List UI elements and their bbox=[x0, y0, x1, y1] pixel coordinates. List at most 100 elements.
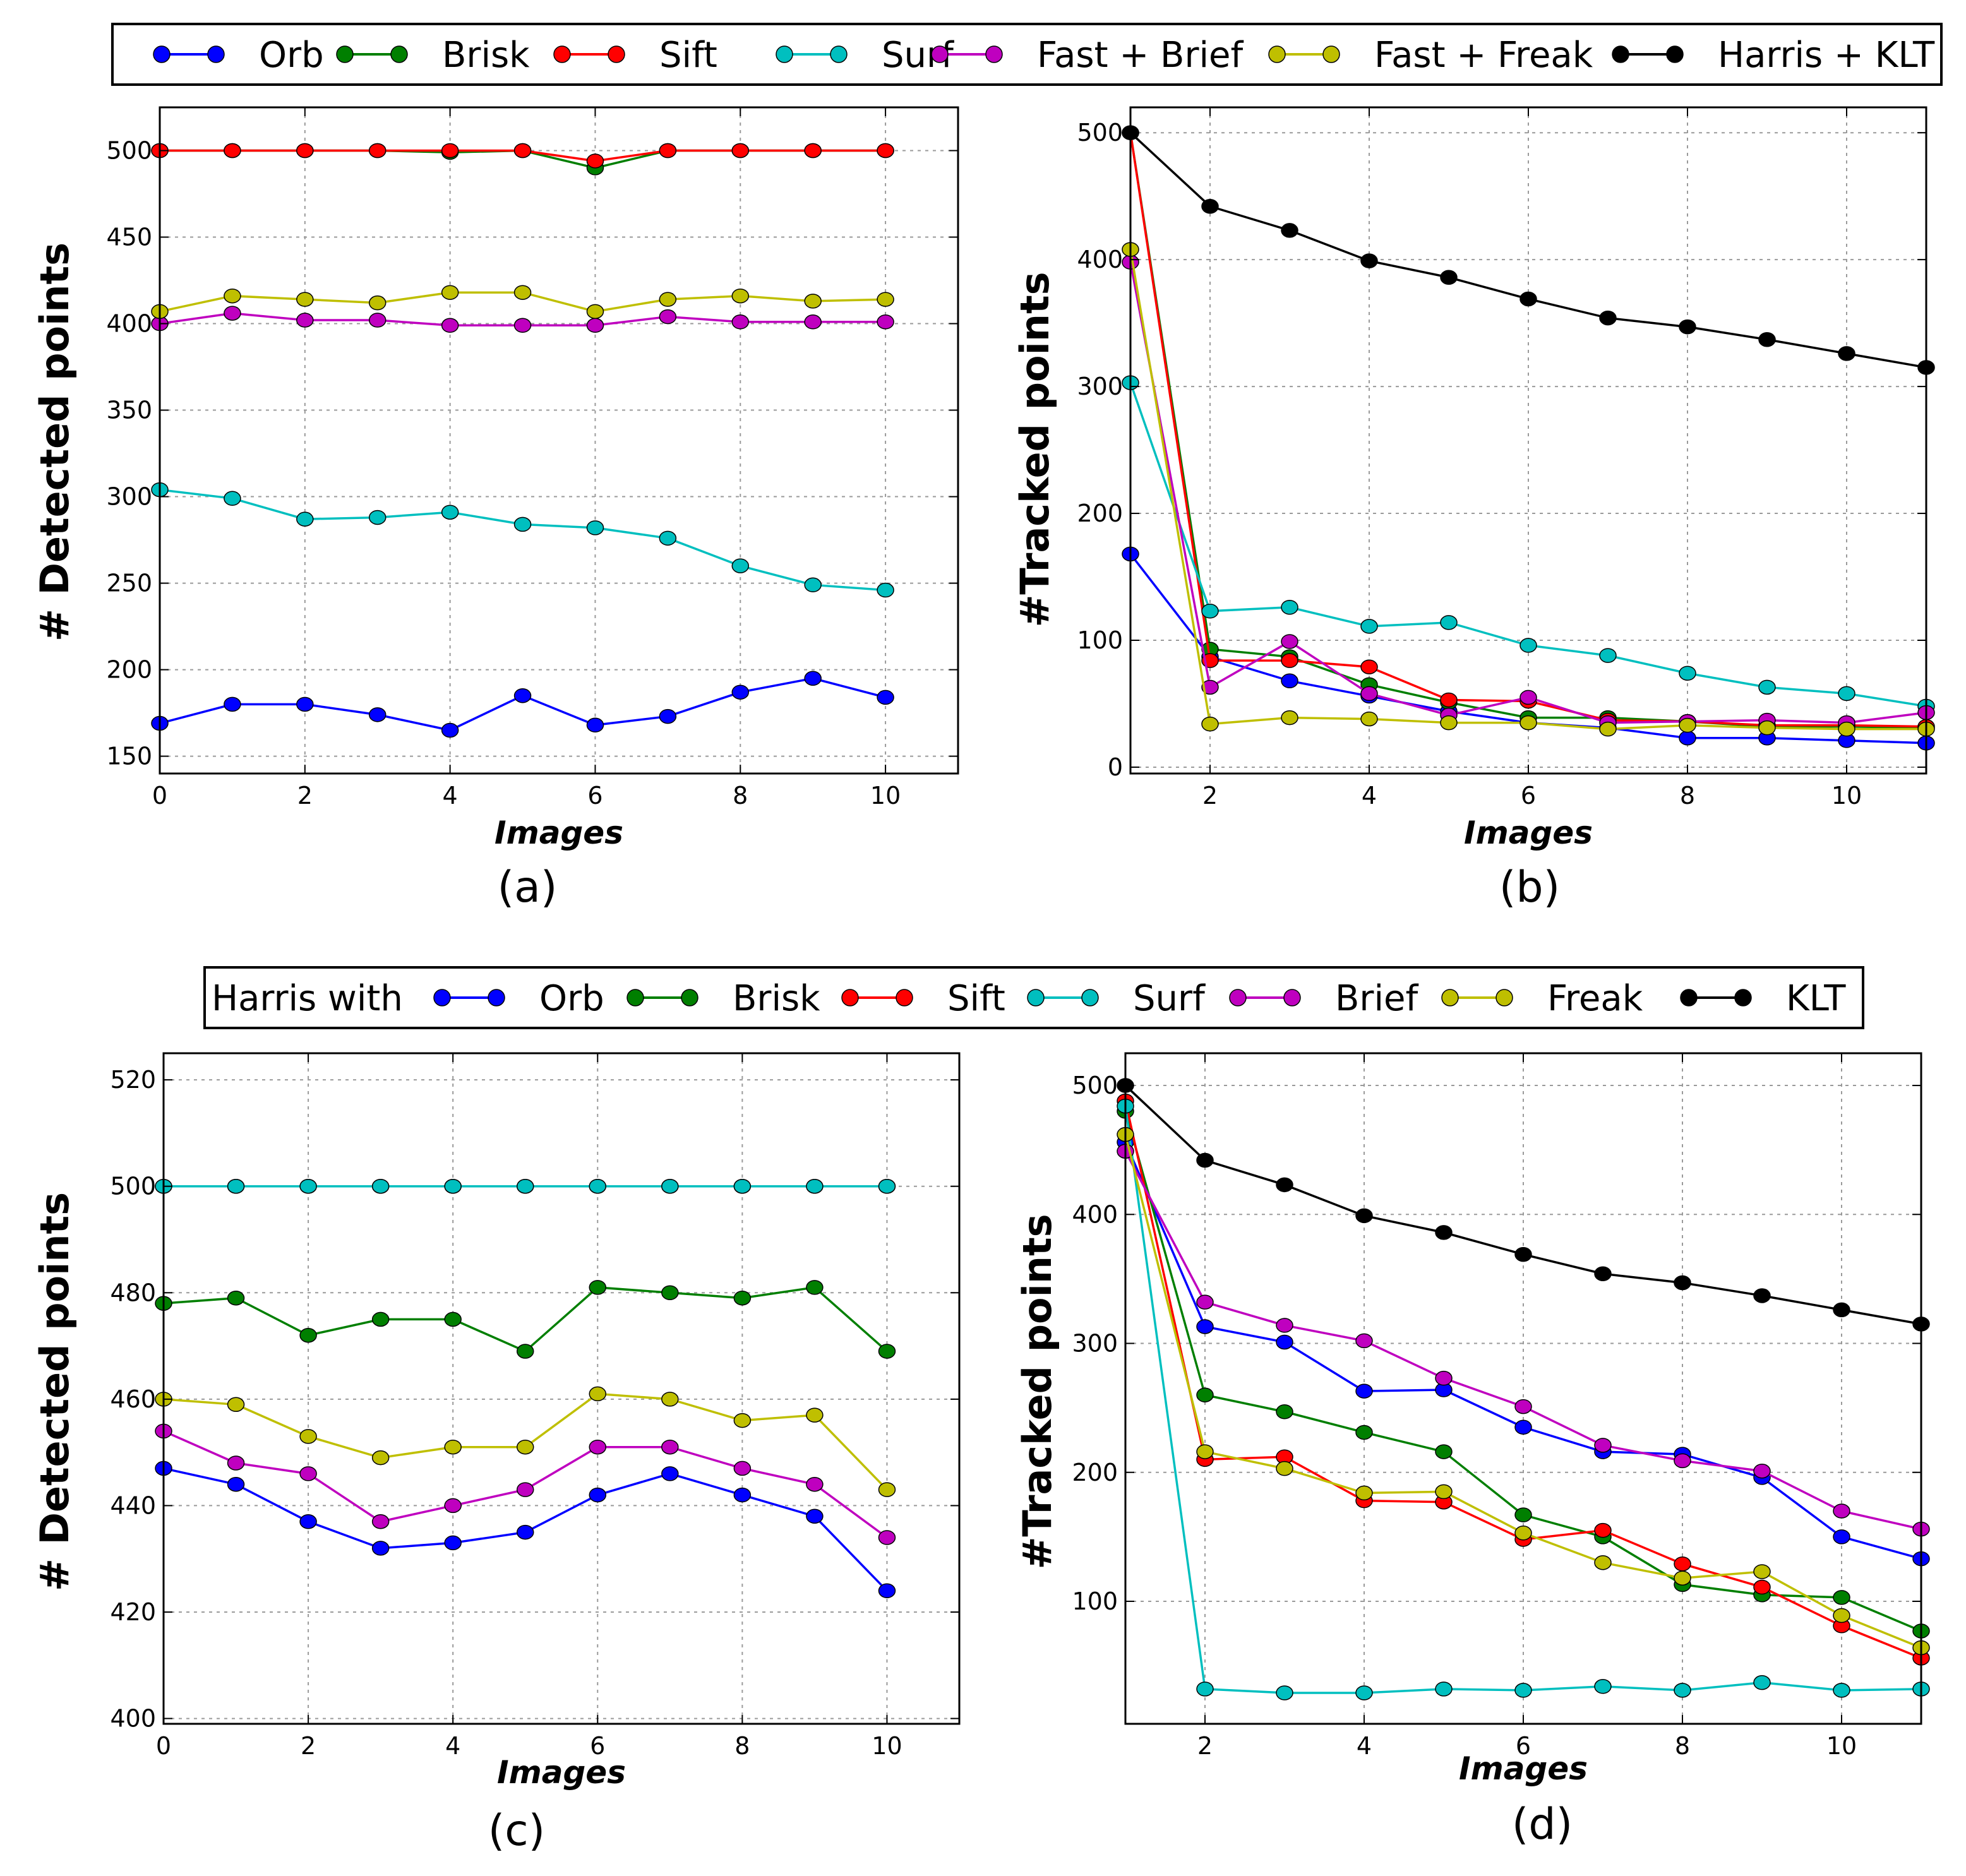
data-point-fast-freak bbox=[224, 288, 241, 304]
chart-panel-a: 0 2 4 6 8 10 150 200 250 300 350 400 450 500 Images # D… bbox=[32, 106, 959, 912]
data-point-freak bbox=[661, 1392, 679, 1407]
data-point-surf bbox=[1435, 1682, 1453, 1697]
data-point-brief bbox=[1833, 1503, 1850, 1519]
data-point-fast-freak bbox=[1838, 721, 1855, 737]
data-point-orb bbox=[1679, 730, 1696, 746]
legend-label-sift: Sift bbox=[947, 978, 1005, 1019]
data-point-harris-klt bbox=[1201, 198, 1219, 214]
data-point-sift bbox=[513, 143, 532, 158]
y-tick-label: 300 bbox=[1077, 373, 1123, 400]
data-point-orb bbox=[1514, 1419, 1532, 1435]
legend-label-surf: Surf bbox=[1133, 978, 1206, 1019]
data-point-surf bbox=[1276, 1685, 1293, 1700]
data-point-brisk bbox=[733, 1290, 752, 1306]
data-point-surf bbox=[659, 530, 677, 546]
legend-marker bbox=[1612, 45, 1629, 63]
data-point-fast-freak bbox=[731, 288, 750, 304]
data-point-brisk bbox=[444, 1311, 462, 1327]
data-point-orb bbox=[1196, 1319, 1214, 1334]
data-point-fast-freak bbox=[804, 294, 822, 309]
data-point-sift bbox=[586, 153, 604, 169]
data-point-fast-brief bbox=[296, 313, 314, 328]
y-tick-label: 500 bbox=[1072, 1072, 1118, 1099]
legend-marker bbox=[1268, 45, 1286, 63]
data-point-surf bbox=[368, 510, 387, 525]
data-point-brief bbox=[1594, 1438, 1612, 1453]
data-point-orb bbox=[371, 1541, 390, 1556]
data-point-fast-freak bbox=[296, 292, 314, 307]
y-tick-label: 440 bbox=[110, 1491, 156, 1519]
x-tick-label: 6 bbox=[1516, 1732, 1531, 1760]
legend-label-klt: KLT bbox=[1786, 978, 1846, 1019]
x-axis-title: Images bbox=[497, 1754, 626, 1791]
data-point-surf bbox=[877, 582, 894, 598]
data-point-brief bbox=[1435, 1370, 1453, 1386]
x-tick-label: 2 bbox=[301, 1732, 316, 1760]
data-point-surf bbox=[441, 505, 459, 520]
plot-frame bbox=[162, 1052, 961, 1725]
data-point-orb bbox=[1833, 1529, 1850, 1544]
data-point-fast-freak bbox=[1679, 717, 1696, 733]
data-point-brisk bbox=[661, 1285, 679, 1301]
data-point-sift bbox=[441, 143, 459, 158]
data-point-brief bbox=[1276, 1318, 1293, 1333]
data-point-surf bbox=[1281, 600, 1298, 615]
data-point-klt bbox=[1276, 1177, 1293, 1193]
data-point-orb bbox=[1276, 1334, 1293, 1350]
legend-label-brief: Brief bbox=[1335, 978, 1418, 1019]
x-tick-label: 0 bbox=[152, 782, 167, 810]
data-point-freak bbox=[1276, 1461, 1293, 1476]
data-point-harris-klt bbox=[1360, 253, 1378, 268]
data-point-brisk bbox=[299, 1327, 317, 1343]
data-point-sift bbox=[1594, 1522, 1612, 1538]
data-point-sift bbox=[1440, 692, 1458, 708]
y-tick-label: 100 bbox=[1077, 626, 1123, 654]
y-tick-label: 480 bbox=[110, 1279, 156, 1306]
data-point-freak bbox=[1196, 1444, 1214, 1459]
data-point-fast-brief bbox=[731, 314, 750, 330]
data-point-brief bbox=[1514, 1399, 1532, 1414]
x-axis-title: Images bbox=[494, 815, 623, 851]
x-tick-label: 10 bbox=[872, 1732, 902, 1760]
data-point-fast-brief bbox=[877, 314, 894, 330]
legend-marker bbox=[207, 45, 225, 63]
y-tick-label: 200 bbox=[1077, 499, 1123, 527]
data-point-fast-brief bbox=[441, 318, 459, 333]
data-point-surf bbox=[586, 520, 604, 535]
data-point-brief bbox=[661, 1439, 679, 1455]
plot-frame bbox=[159, 106, 959, 775]
data-point-fast-freak bbox=[1758, 720, 1776, 736]
data-point-fast-brief bbox=[224, 306, 241, 321]
x-tick-label: 4 bbox=[1357, 1732, 1372, 1760]
data-point-freak bbox=[733, 1413, 752, 1428]
x-tick-label: 2 bbox=[297, 782, 313, 810]
x-tick-label: 8 bbox=[1675, 1732, 1690, 1760]
data-point-brisk bbox=[371, 1311, 390, 1327]
data-point-brisk bbox=[589, 1280, 607, 1295]
y-tick-label: 420 bbox=[110, 1598, 156, 1626]
data-point-fast-brief bbox=[659, 309, 677, 325]
data-point-sift bbox=[877, 143, 894, 158]
data-point-orb bbox=[804, 671, 822, 686]
data-point-fast-freak bbox=[1440, 715, 1458, 731]
data-point-surf bbox=[661, 1178, 679, 1194]
y-tick-label: 250 bbox=[106, 570, 152, 597]
data-point-brief bbox=[1355, 1333, 1373, 1349]
chart-panel-c: 0 2 4 6 8 10 400 420 440 460 480 500 520 Images # Dete… bbox=[32, 1052, 961, 1856]
data-point-fast-brief bbox=[1201, 679, 1219, 695]
legend-bottom: Harris with Orb Brisk Sift Surf Brief Freak KLT bbox=[203, 966, 1864, 1029]
legend-marker bbox=[553, 45, 571, 63]
y-tick-label: 400 bbox=[1077, 246, 1123, 273]
data-point-surf bbox=[878, 1178, 896, 1194]
data-point-brisk bbox=[1276, 1404, 1293, 1419]
data-point-freak bbox=[1833, 1608, 1850, 1623]
y-tick-label: 400 bbox=[1072, 1200, 1118, 1228]
legend-marker bbox=[1322, 45, 1340, 63]
y-tick-label: 500 bbox=[110, 1173, 156, 1200]
data-point-fast-freak bbox=[368, 295, 387, 311]
y-axis-title: # Detected points bbox=[32, 1192, 78, 1591]
y-tick-label: 500 bbox=[1077, 119, 1123, 146]
x-axis-title: Images bbox=[1464, 815, 1593, 851]
legend-prefix: Harris with bbox=[212, 978, 403, 1019]
